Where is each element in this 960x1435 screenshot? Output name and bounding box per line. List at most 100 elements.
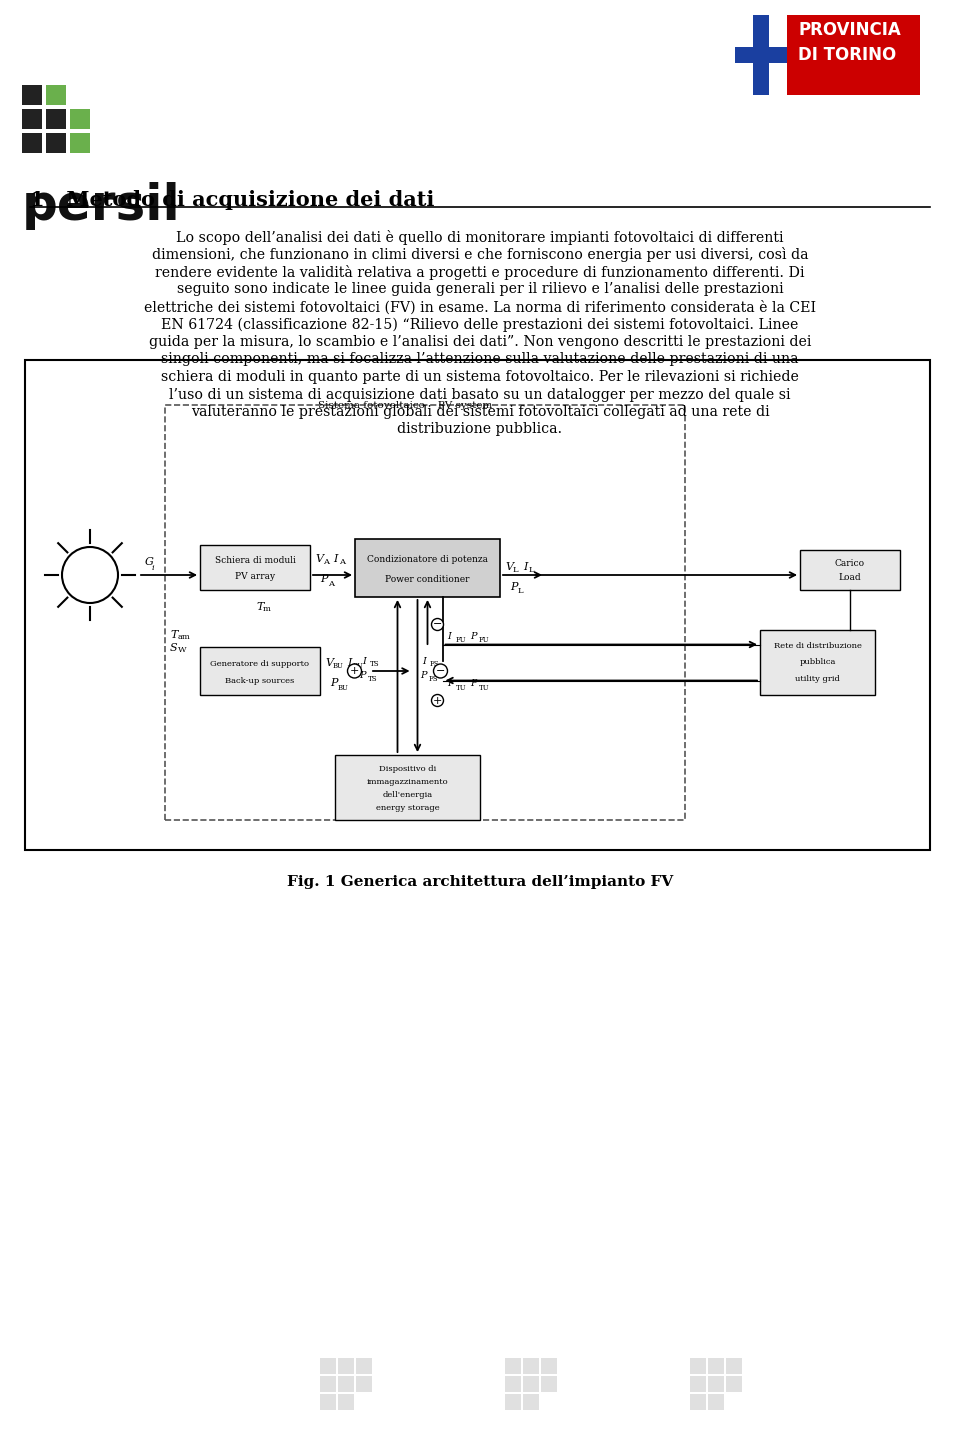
Text: DI TORINO: DI TORINO [798, 46, 897, 65]
Bar [22, 133, 42, 154]
Text: S: S [170, 643, 178, 653]
Text: Lo scopo dell’analisi dei dati è quello di monitorare impianti fotovoltaici di d: Lo scopo dell’analisi dei dati è quello … [177, 230, 783, 245]
Bar [46, 133, 66, 154]
Text: PROVINCIA: PROVINCIA [798, 22, 900, 39]
Bar [165, 405, 685, 819]
Text: pubblica: pubblica [800, 659, 836, 666]
Bar [200, 545, 310, 590]
Bar [355, 540, 500, 597]
Bar [335, 755, 480, 819]
Circle shape [348, 664, 362, 677]
Bar [690, 1393, 706, 1411]
Text: guida per la misura, lo scambio e l’analisi dei dati”. Non vengono descritti le : guida per la misura, lo scambio e l’anal… [149, 334, 811, 349]
Text: PV array: PV array [235, 573, 276, 581]
Text: rendere evidente la validità relativa a progetti e procedure di funzionamento di: rendere evidente la validità relativa a … [156, 265, 804, 280]
Bar [338, 1393, 354, 1411]
Text: i: i [152, 564, 155, 573]
Text: A: A [339, 558, 345, 567]
Text: P: P [470, 679, 477, 687]
Bar [338, 1376, 354, 1392]
Text: BU: BU [353, 662, 364, 670]
Bar [708, 1393, 724, 1411]
Bar [70, 133, 90, 154]
Text: FS: FS [429, 660, 439, 669]
Bar [726, 1358, 742, 1373]
Text: Back-up sources: Back-up sources [226, 676, 295, 684]
Text: I: I [363, 656, 367, 666]
Text: dell'energia: dell'energia [382, 791, 433, 799]
Bar [25, 360, 930, 850]
Bar [735, 14, 787, 95]
Text: distribuzione pubblica.: distribuzione pubblica. [397, 422, 563, 436]
Bar [800, 550, 900, 590]
Text: Sistema fotovoltaico    PV system: Sistema fotovoltaico PV system [318, 400, 492, 410]
Bar [200, 647, 320, 695]
Text: Fig. 1 Generica architettura dell’impianto FV: Fig. 1 Generica architettura dell’impian… [287, 875, 673, 890]
Bar [70, 109, 90, 129]
Text: valuteranno le prestazioni globali dei sistemi fotovoltaici collegati ad una ret: valuteranno le prestazioni globali dei s… [191, 405, 769, 419]
Bar [505, 1393, 521, 1411]
Text: P: P [320, 574, 327, 584]
Bar [735, 14, 920, 95]
Text: V: V [315, 554, 323, 564]
Text: elettriche dei sistemi fotovoltaici (FV) in esame. La norma di riferimento consi: elettriche dei sistemi fotovoltaici (FV)… [144, 300, 816, 314]
Bar [505, 1376, 521, 1392]
Text: −: − [433, 620, 443, 630]
Text: Carico: Carico [835, 560, 865, 568]
Bar [690, 1358, 706, 1373]
Text: immagazzinamento: immagazzinamento [367, 778, 448, 786]
Bar [523, 1376, 539, 1392]
Text: dimensioni, che funzionano in climi diversi e che forniscono energia per usi div: dimensioni, che funzionano in climi dive… [152, 247, 808, 263]
Text: BU: BU [333, 662, 344, 670]
Text: P: P [420, 672, 427, 680]
Circle shape [62, 547, 118, 603]
Text: I: I [447, 631, 451, 641]
Text: V: V [325, 659, 333, 669]
Text: Condizionatore di potenza: Condizionatore di potenza [367, 555, 488, 564]
Bar [505, 1358, 521, 1373]
Text: L: L [529, 565, 535, 574]
Text: P: P [470, 631, 477, 641]
Text: TU: TU [478, 683, 490, 692]
Text: −: − [436, 666, 445, 676]
Bar [735, 47, 787, 63]
Text: FS: FS [428, 674, 438, 683]
Text: +: + [349, 666, 359, 676]
Text: W: W [178, 646, 186, 654]
Text: am: am [178, 633, 191, 641]
Text: seguito sono indicate le linee guida generali per il rilievo e l’analisi delle p: seguito sono indicate le linee guida gen… [177, 283, 783, 297]
Text: Power conditioner: Power conditioner [385, 575, 469, 584]
Bar [320, 1376, 336, 1392]
Text: L: L [518, 587, 523, 596]
Bar [356, 1376, 372, 1392]
Text: Load: Load [839, 574, 861, 583]
Text: Dispositivo di: Dispositivo di [379, 765, 436, 773]
Text: m: m [263, 606, 271, 613]
Text: singoli componenti, ma si focalizza l’attenzione sulla valutazione delle prestaz: singoli componenti, ma si focalizza l’at… [161, 353, 799, 366]
Circle shape [431, 695, 444, 706]
Text: G: G [145, 557, 154, 567]
Bar [708, 1376, 724, 1392]
Text: EN 61724 (classificazione 82-15) “Rilievo delle prestazioni dei sistemi fotovolt: EN 61724 (classificazione 82-15) “Riliev… [161, 317, 799, 331]
Text: P: P [510, 583, 517, 593]
Text: BU: BU [338, 684, 348, 692]
Text: I: I [523, 563, 527, 573]
Bar [541, 1358, 557, 1373]
Text: P: P [359, 672, 366, 680]
Bar [22, 85, 42, 105]
Text: 1   Metodo di acquisizione dei dati: 1 Metodo di acquisizione dei dati [30, 189, 434, 210]
Text: A: A [323, 558, 329, 567]
Text: V: V [505, 563, 513, 573]
Text: Generatore di supporto: Generatore di supporto [210, 660, 309, 667]
Text: TU: TU [455, 683, 467, 692]
Bar [338, 1358, 354, 1373]
Bar [356, 1358, 372, 1373]
Text: persil: persil [22, 182, 180, 230]
Text: L: L [513, 565, 518, 574]
Text: Schiera di moduli: Schiera di moduli [215, 557, 296, 565]
Text: I: I [422, 656, 426, 666]
Text: TS: TS [370, 660, 379, 669]
Text: +: + [433, 696, 443, 706]
Bar [760, 630, 875, 695]
Text: Rete di distribuzione: Rete di distribuzione [774, 643, 861, 650]
